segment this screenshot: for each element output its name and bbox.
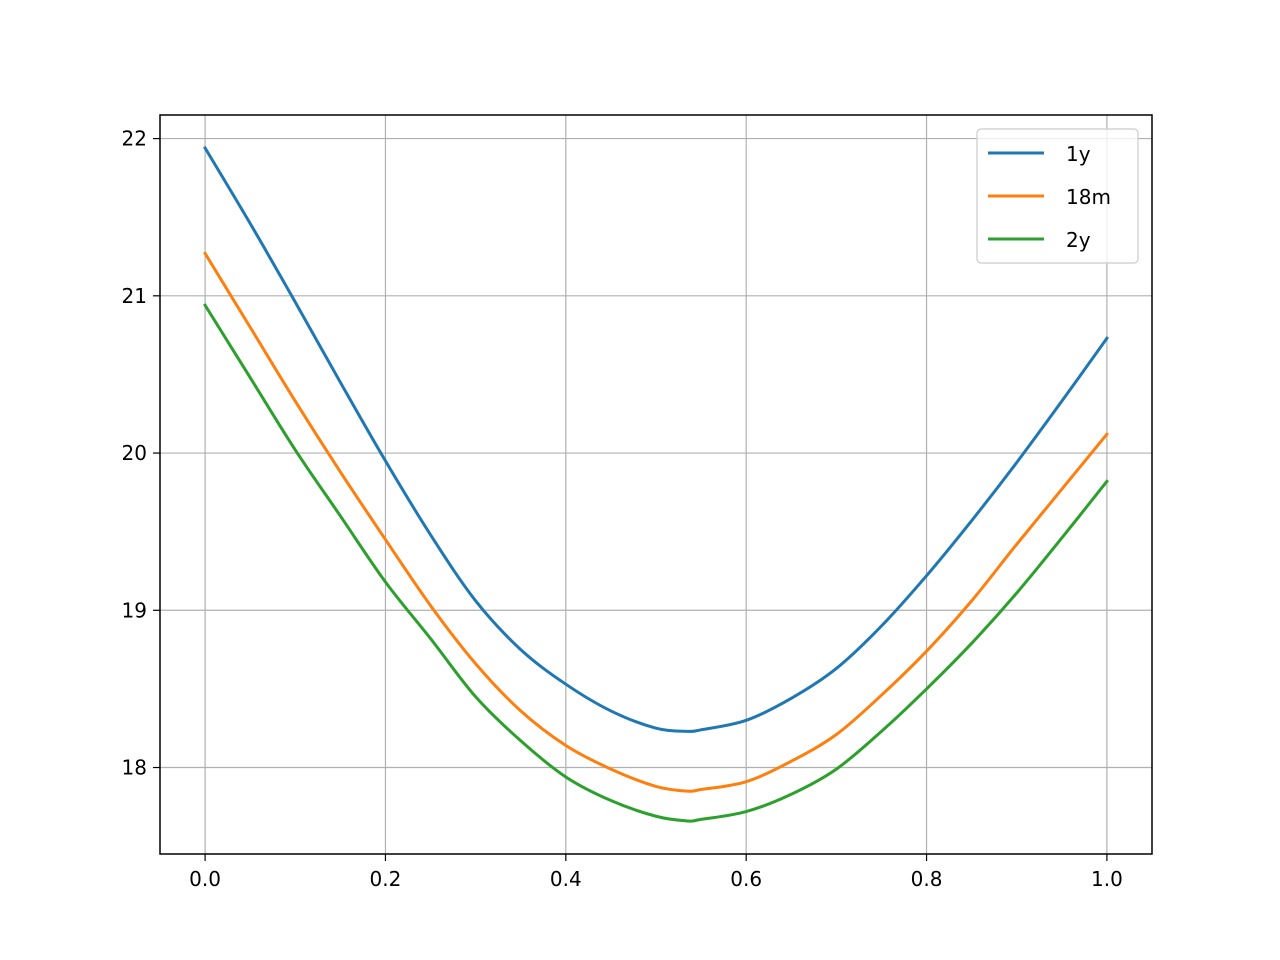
legend-label: 18m [1066, 185, 1111, 209]
legend: 1y 18m 2y [976, 128, 1139, 264]
y-tick-label: 19 [122, 598, 147, 622]
axis-ticks: 0.0 0.2 0.4 0.6 0.8 1.0 18 19 20 21 22 [122, 127, 1123, 891]
x-tick-label: 0.0 [189, 867, 221, 891]
plot-frame [159, 114, 1153, 855]
y-tick-label: 20 [122, 441, 147, 465]
x-tick-label: 0.6 [730, 867, 762, 891]
x-tick-label: 0.8 [911, 867, 943, 891]
y-tick-label: 18 [122, 756, 147, 780]
legend-box [976, 128, 1139, 264]
x-tick-label: 1.0 [1091, 867, 1123, 891]
series-lines [203, 145, 1110, 823]
x-tick-label: 0.4 [550, 867, 582, 891]
series-line-18m [203, 251, 1110, 793]
legend-label: 1y [1066, 142, 1091, 166]
y-tick-label: 22 [122, 127, 147, 151]
series-line-1y [203, 145, 1110, 733]
y-tick-label: 21 [122, 284, 147, 308]
x-tick-label: 0.2 [370, 867, 402, 891]
legend-label: 2y [1066, 228, 1091, 252]
series-line-2y [203, 303, 1110, 823]
